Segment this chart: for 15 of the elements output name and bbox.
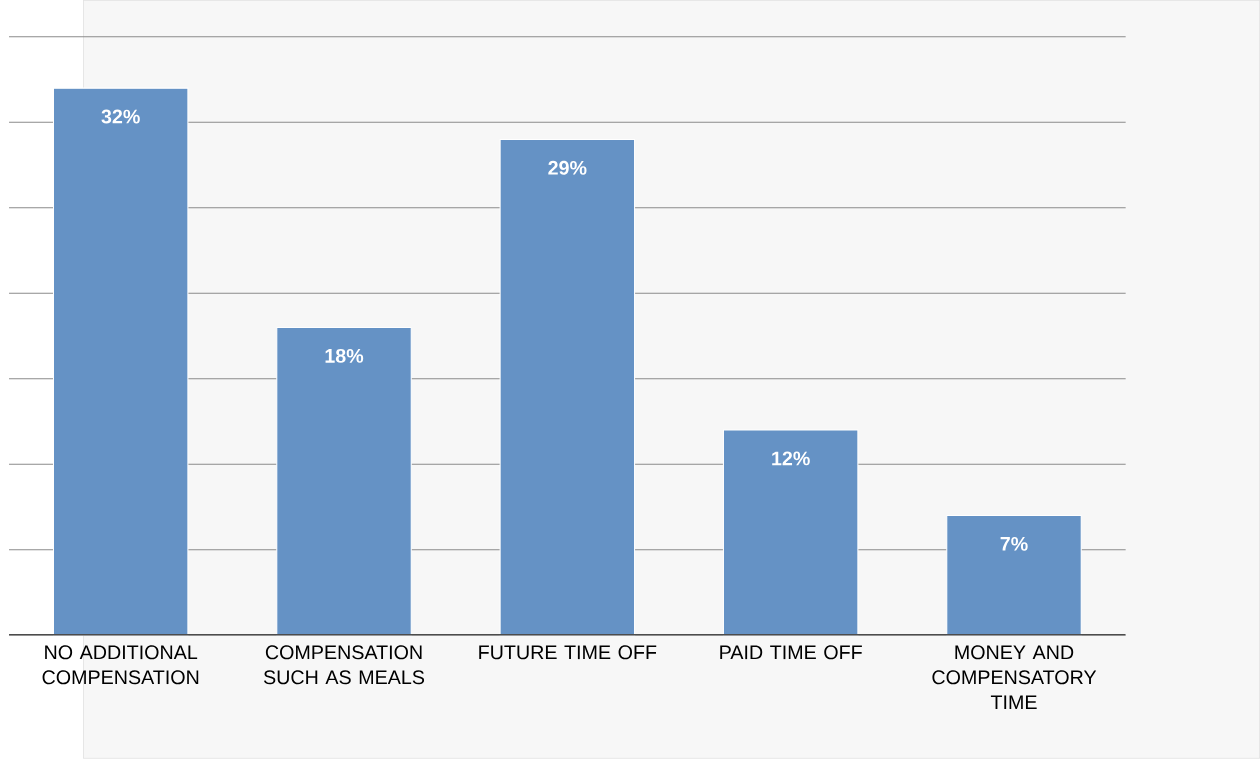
- x-tick-label: PAID TIME OFF: [720, 645, 862, 660]
- x-tick-label: COMPENSATION SUCH AS MEALS: [263, 645, 425, 685]
- data-label: 32%: [101, 109, 140, 124]
- data-label: 12%: [772, 451, 810, 466]
- data-label: 18%: [325, 349, 364, 363]
- data-label: 7%: [1000, 537, 1028, 551]
- bar: [722, 429, 859, 636]
- x-tick-label: MONEY AND COMPENSATORY TIME: [932, 645, 1097, 710]
- bar: [499, 139, 636, 636]
- bar: [52, 87, 189, 636]
- x-tick-label: NO ADDITIONAL COMPENSATION: [42, 645, 199, 685]
- bar: [276, 327, 412, 636]
- data-label: 29%: [548, 161, 587, 175]
- bar: [946, 515, 1082, 636]
- x-tick-label: FUTURE TIME OFF: [479, 645, 657, 660]
